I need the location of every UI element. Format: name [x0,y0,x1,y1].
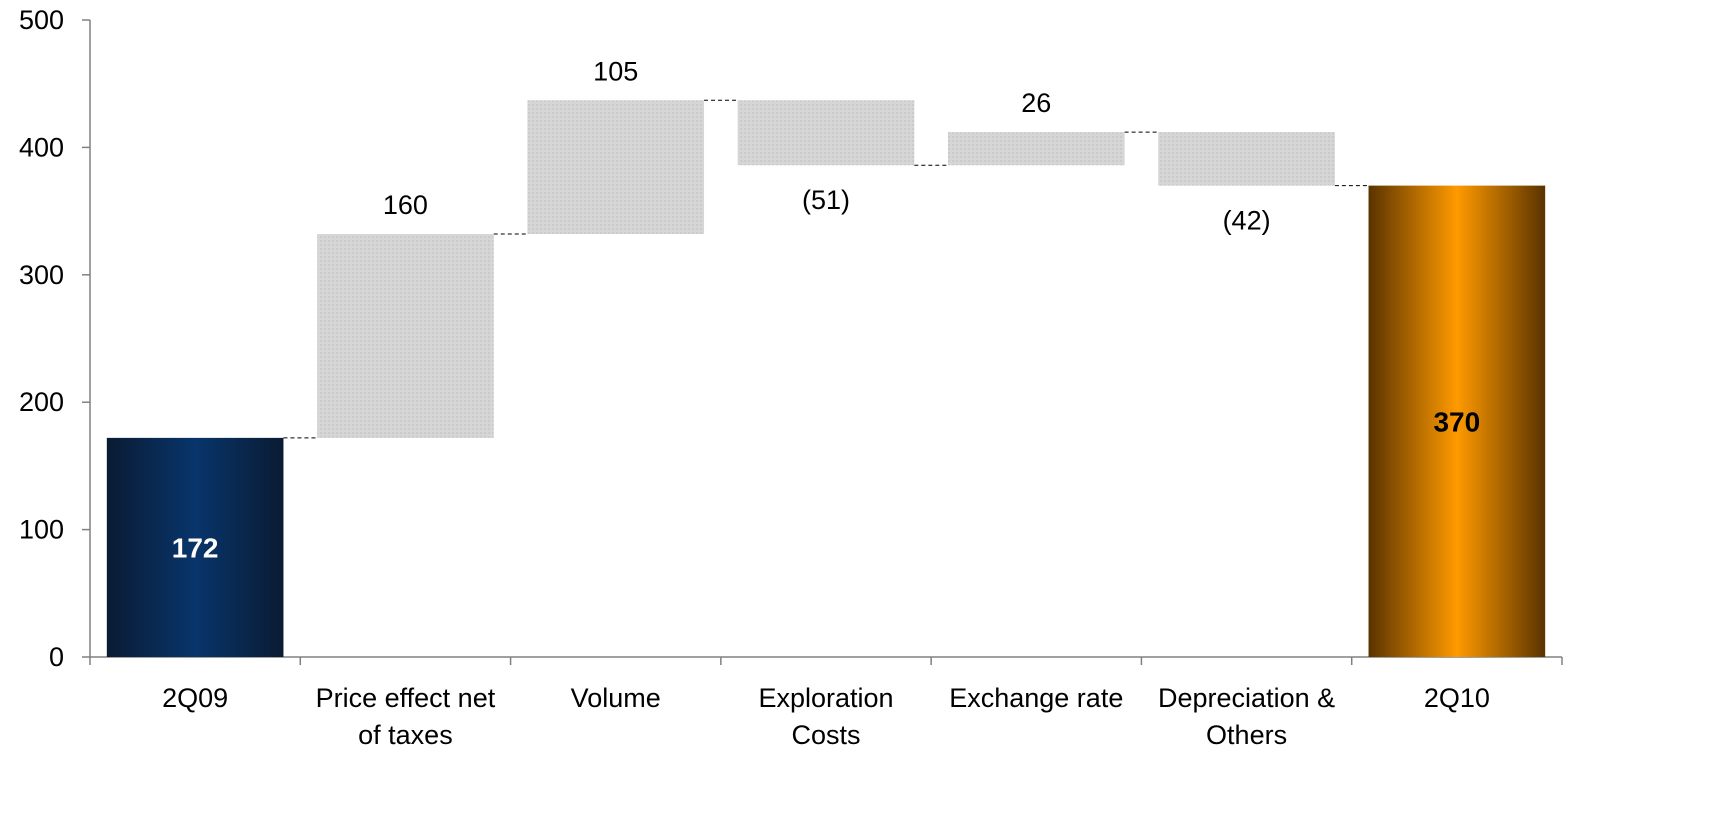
bar-price-effect-net-of-taxes [317,234,494,438]
x-tick-label: 2Q10 [1424,683,1490,713]
connector-lines [283,99,1369,439]
bars [106,100,1546,657]
bar-exchange-rate [947,132,1125,166]
x-tick-label: Volume [571,683,661,713]
y-tick-label: 0 [49,642,64,672]
x-tick-label: Exchange rate [949,683,1123,713]
y-tick-label: 300 [19,260,64,290]
data-label: 370 [1433,406,1480,437]
y-tick-label: 100 [19,515,64,545]
data-label: 26 [1021,88,1051,118]
y-tick-label: 400 [19,132,64,162]
y-tick-label: 500 [19,5,64,35]
y-axis: 0 100 200 300 400 500 [19,5,91,672]
x-tick-label: Price effect net of taxes [316,683,496,750]
y-tick-label: 200 [19,387,64,417]
bar-volume [527,100,705,235]
bar-exploration-costs [737,100,915,166]
bar-2q09 [106,437,284,657]
data-label: 105 [593,56,638,86]
bar-2q10 [1368,185,1546,657]
x-tick-label: Exploration Costs [758,683,893,750]
x-axis: 2Q09 Price effect net of taxes Volume Explor… [89,656,1563,750]
data-label: 172 [172,532,219,563]
data-label: (51) [802,185,850,215]
data-label: (42) [1223,206,1271,236]
x-tick-label: Depreciation & Others [1158,683,1335,750]
bar-depreciation-others [1158,132,1335,186]
data-labels: 172 160 105 (51) 26 (42) 370 [172,56,1480,563]
data-label: 160 [383,190,428,220]
x-tick-label: 2Q09 [162,683,228,713]
